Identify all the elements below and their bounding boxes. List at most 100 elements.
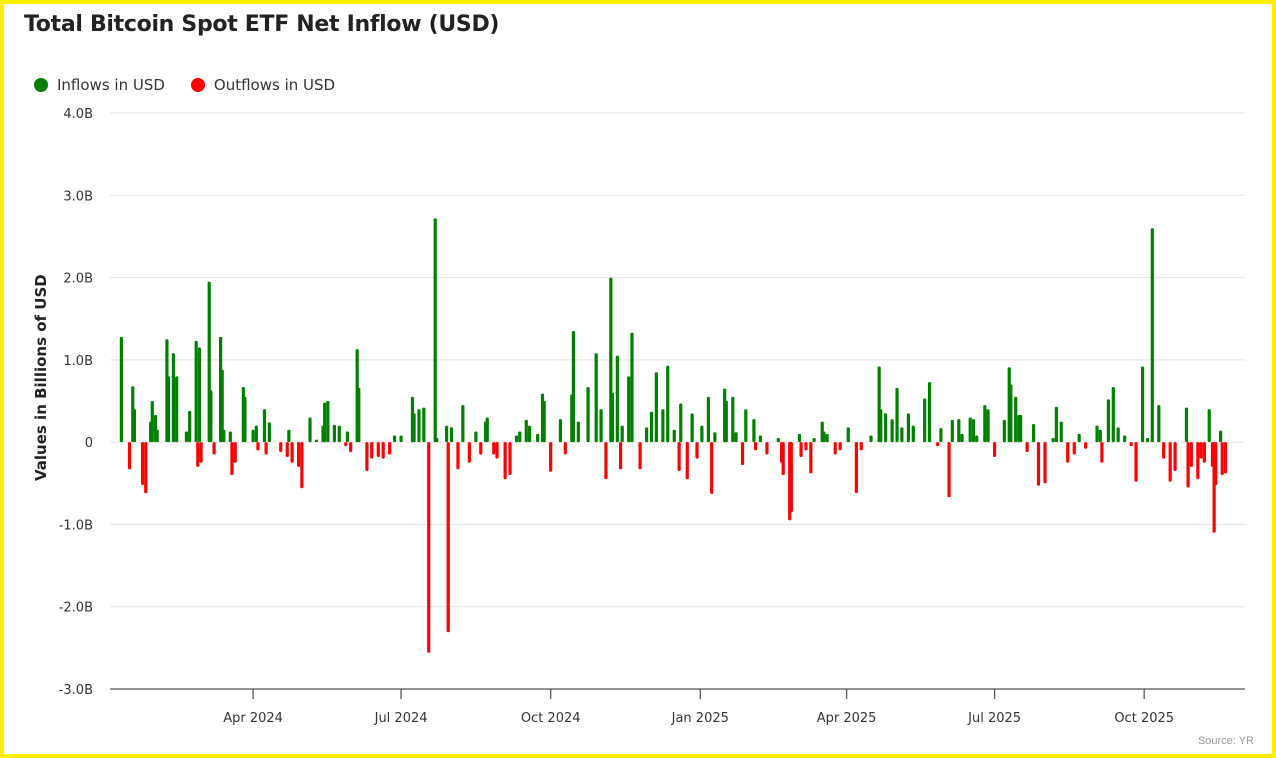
inflow-bar [518,431,522,443]
inflow-bar [184,431,189,443]
outflow-bar [1168,442,1172,482]
inflow-bar [412,413,416,443]
inflow-bar [267,422,271,443]
legend-item-outflows[interactable]: Outflows in USD [190,76,336,94]
inflow-dot-icon [34,78,48,92]
outflow-bar [859,442,863,451]
outflow-bar [618,442,623,470]
inflow-bar [542,401,546,443]
outflow-bar [381,442,385,459]
inflow-bar [927,382,932,443]
inflow-bar [713,432,717,443]
inflow-bar [345,431,350,443]
inflow-bar [222,429,226,443]
inflow-bar [209,390,213,443]
inflow-bar [399,435,403,443]
inflow-bar [474,431,478,443]
outflow-bar [212,442,216,455]
outflow-bar [809,442,813,474]
outflow-bar [344,442,348,447]
inflow-bar [654,372,658,443]
inflow-bar [254,425,258,443]
inflow-bar [645,427,649,443]
inflow-bar [1219,430,1223,443]
inflow-bar [950,419,954,443]
inflow-bar [1106,399,1111,443]
inflow-bar [610,392,615,443]
inflow-bar [666,365,670,443]
inflow-bar [911,425,915,443]
inflow-bar [1111,387,1115,443]
y-tick-label: 0 [85,436,93,451]
outflow-bar [781,442,785,476]
outflow-bar [1072,442,1076,455]
inflow-bar [220,369,224,443]
outflow-bar [854,442,858,494]
outflow-bar [376,442,380,457]
x-tick-label: Apr 2024 [223,711,283,726]
inflow-bar [357,387,361,443]
outflow-bar [1162,442,1166,459]
inflow-bar [884,413,888,443]
legend-label-inflows: Inflows in USD [57,76,165,94]
x-tick-label: Jul 2025 [967,711,1021,726]
outflow-bar [127,442,132,470]
y-tick-label: -2.0B [59,601,93,616]
inflow-bar [166,376,171,443]
inflow-bar [485,417,489,443]
legend-label-outflows: Outflows in USD [213,76,336,94]
outflow-bar [1220,442,1224,476]
inflow-bar [323,402,327,443]
inflow-bar [1095,425,1099,443]
inflow-bar [433,218,437,443]
outflow-bar [1196,442,1200,480]
inflow-bar [527,425,532,443]
inflow-bar [900,427,904,443]
outflow-bar [563,442,567,455]
inflow-bar [649,411,654,443]
inflow-bar [1150,228,1154,443]
chart-title: Total Bitcoin Spot ETF Net Inflow (USD) [24,12,500,37]
inflow-bar [594,353,598,443]
outflow-bar [370,442,374,459]
inflow-bar [1207,409,1211,443]
inflow-bar [744,409,748,443]
inflow-bar [890,419,894,443]
inflow-bar [923,398,927,443]
inflow-bar [825,433,829,443]
outflow-bar [638,442,642,470]
outflow-bar [1043,442,1047,484]
outflow-bar [1189,442,1193,467]
outflow-bar [1134,442,1138,482]
outflow-bar [495,442,499,459]
outflow-bar [264,442,268,455]
inflow-bar [690,413,694,443]
inflow-bar [422,407,426,443]
inflow-bar [758,435,763,443]
inflow-bar [1002,419,1006,443]
outflow-bar [492,442,496,455]
inflow-bar [1145,438,1150,443]
y-tick-label: -3.0B [59,683,93,698]
outflow-bar [833,442,837,455]
inflow-bar [706,396,710,443]
y-tick-label: 1.0B [63,354,93,369]
outflow-bar [804,442,808,451]
outflow-bar [144,442,148,494]
outflow-bar [936,442,940,447]
outflow-bar [695,442,699,459]
outflow-bar [349,442,353,453]
outflow-bar [456,442,460,470]
outflow-bar [549,442,553,472]
outflow-bar [365,442,369,471]
legend-item-inflows[interactable]: Inflows in USD [34,76,165,94]
inflow-bar [895,387,899,443]
inflow-bar [155,429,159,443]
outflow-bar [765,442,769,455]
outflow-bar [199,442,203,463]
inflow-bar [971,419,976,443]
x-tick-label: Apr 2025 [817,711,877,726]
x-tick-label: Jan 2025 [671,711,729,726]
